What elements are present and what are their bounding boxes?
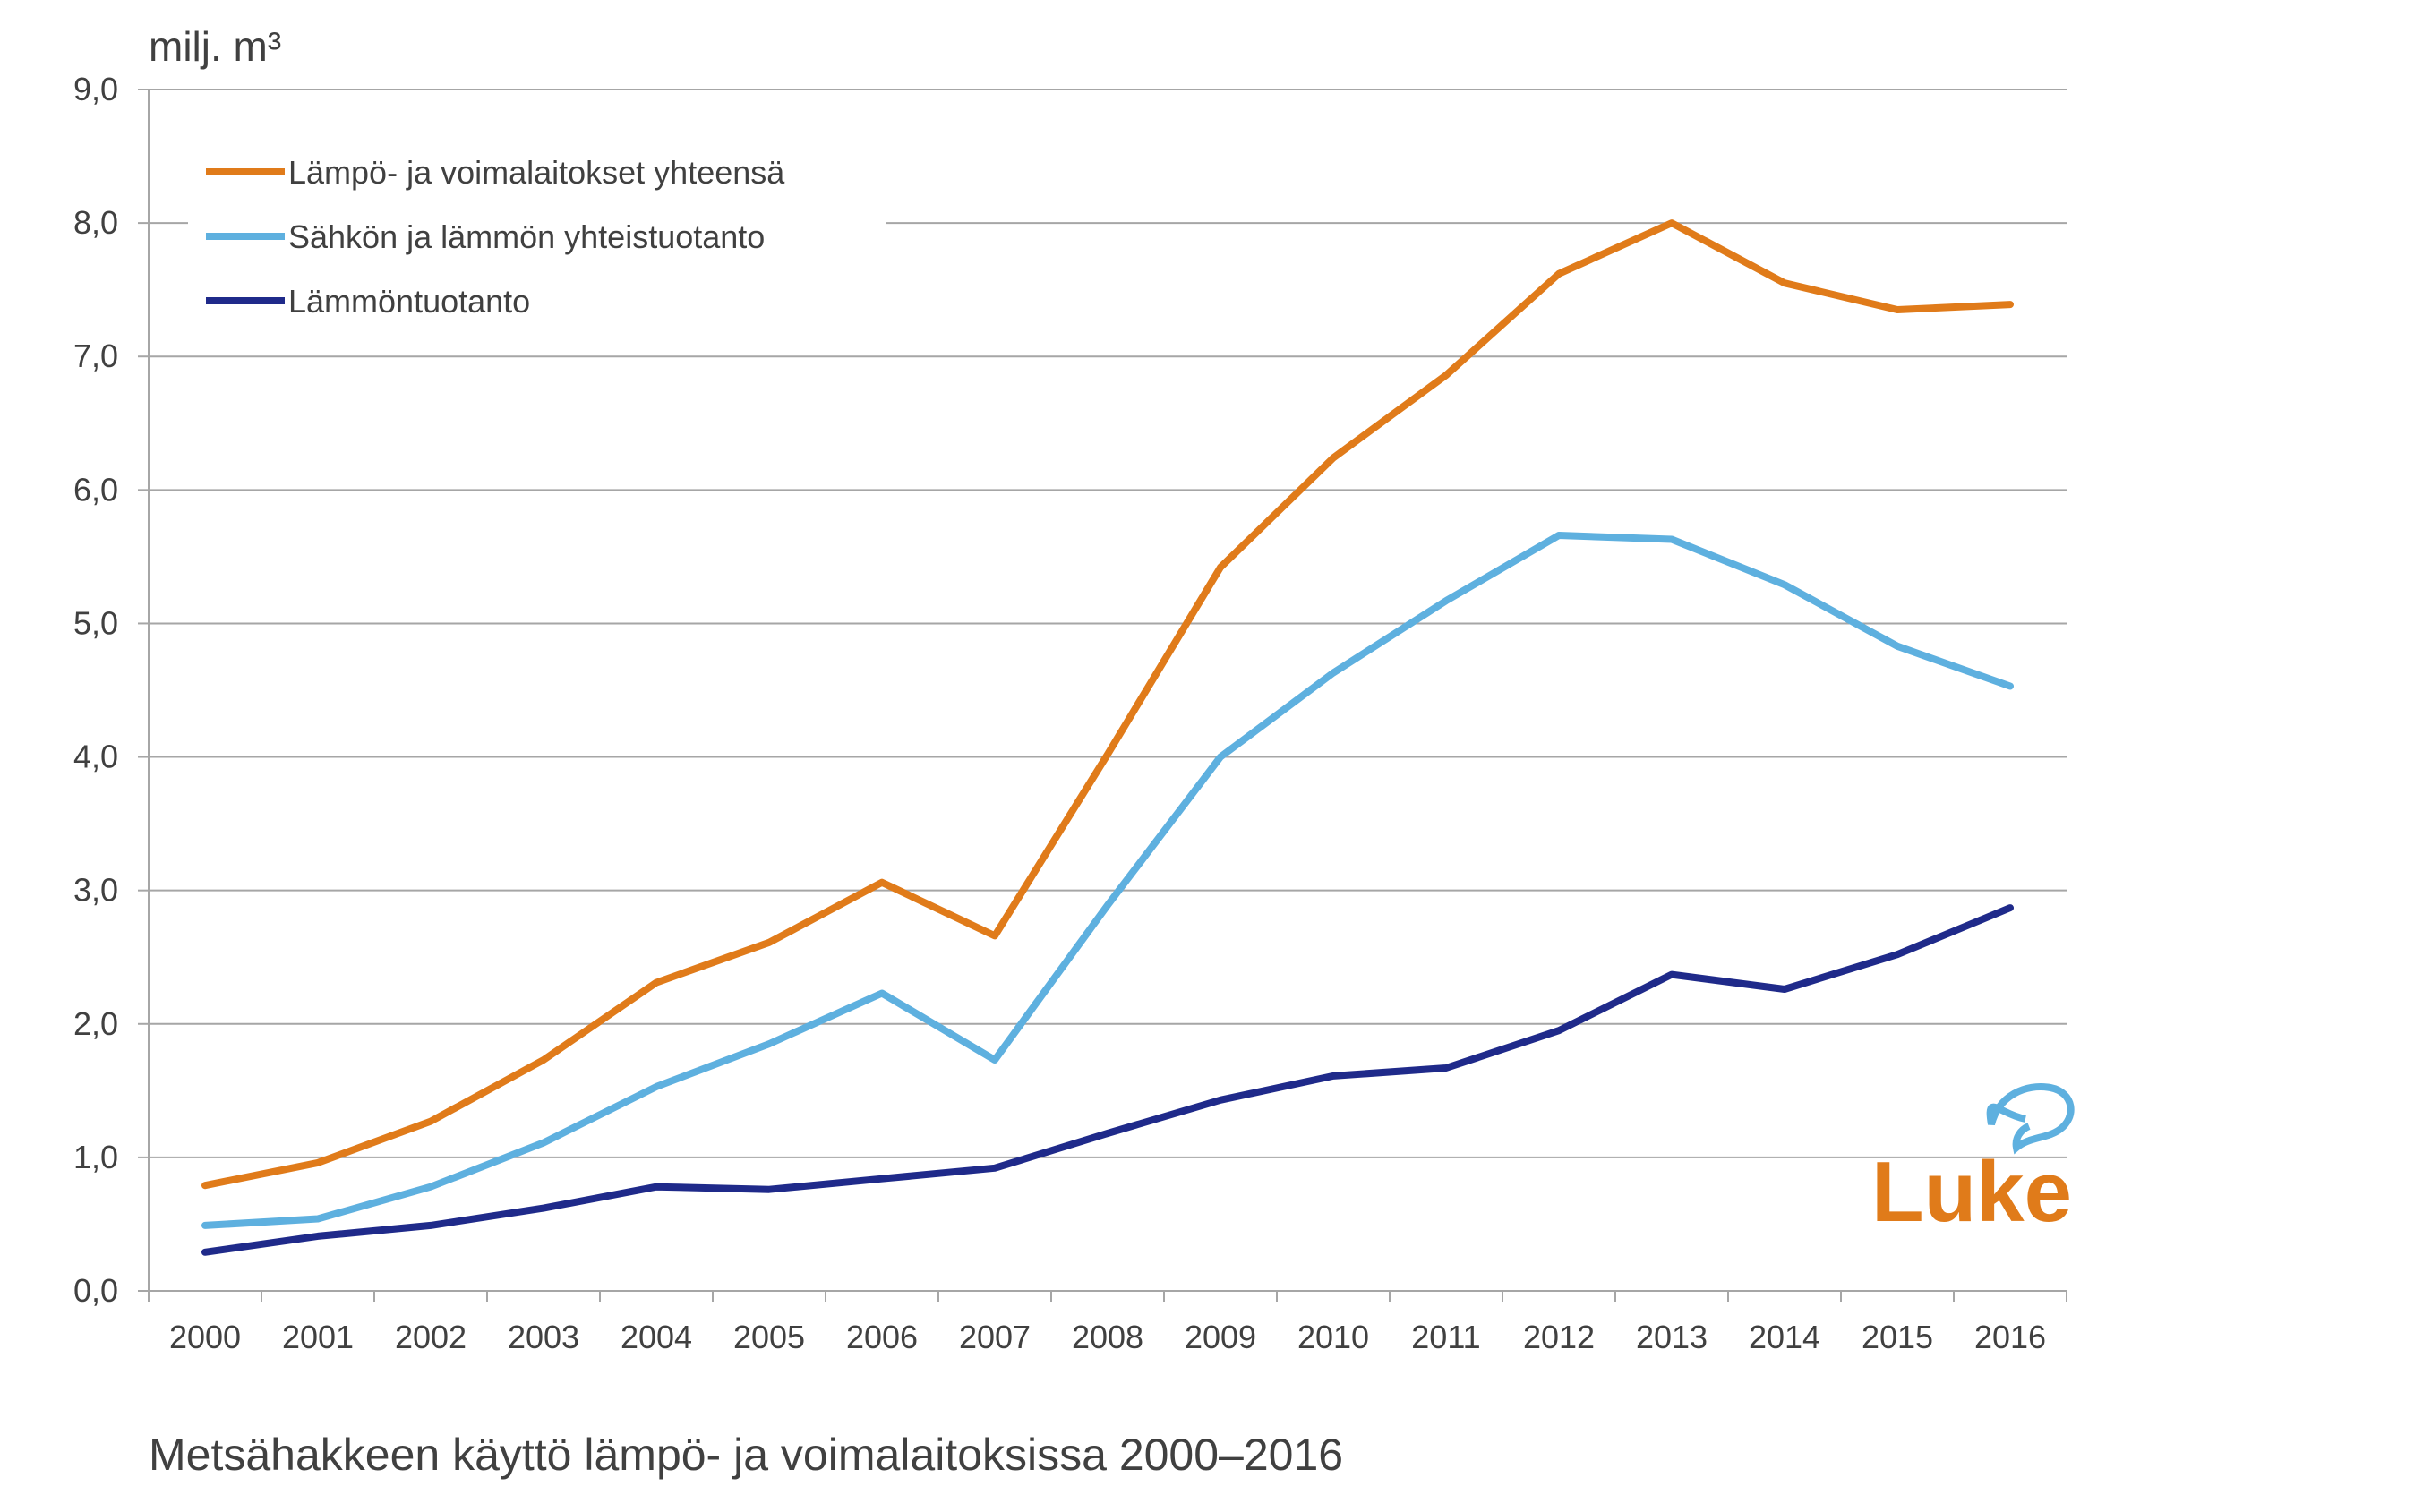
grid <box>149 89 2067 1158</box>
logo-text: Luke <box>1871 1144 2072 1240</box>
x-tick-label: 2010 <box>1297 1319 1369 1355</box>
series-line <box>201 219 2014 1190</box>
y-tick-label: 2,0 <box>73 1005 118 1042</box>
legend-label: Sähkön ja lämmön yhteistuotanto <box>288 218 765 255</box>
x-tick-label: 2015 <box>1862 1319 1933 1355</box>
x-tick-label: 2001 <box>282 1319 354 1355</box>
y-tick-label: 1,0 <box>73 1139 118 1175</box>
x-tick-label: 2013 <box>1636 1319 1708 1355</box>
luke-logo: Luke <box>1871 1083 2075 1240</box>
x-tick-label: 2007 <box>959 1319 1031 1355</box>
x-tick-label: 2002 <box>395 1319 467 1355</box>
x-tick-label: 2004 <box>621 1319 692 1355</box>
leaf-icon <box>1986 1083 2075 1155</box>
x-tick-label: 2012 <box>1523 1319 1595 1355</box>
y-tick-label: 6,0 <box>73 471 118 508</box>
y-tick-label: 0,0 <box>73 1272 118 1309</box>
series-line <box>201 532 2014 1229</box>
series-line <box>201 904 2014 1256</box>
x-tick-label: 2005 <box>733 1319 805 1355</box>
y-tick-label: 9,0 <box>73 71 118 107</box>
x-tick-label: 2009 <box>1185 1319 1256 1355</box>
y-tick-label: 4,0 <box>73 739 118 775</box>
legend-label: Lämpö- ja voimalaitokset yhteensä <box>288 154 785 191</box>
chart-caption: Metsähakkeen käyttö lämpö- ja voimalaito… <box>149 1430 1343 1480</box>
axes <box>138 89 2067 1302</box>
x-tick-labels: 2000 2001 2002 2003 2004 2005 2006 2007 2008 2009… <box>169 1319 2046 1355</box>
legend-label: Lämmöntuotanto <box>288 283 530 320</box>
y-tick-label: 7,0 <box>73 337 118 374</box>
x-tick-label: 2003 <box>508 1319 579 1355</box>
y-tick-label: 5,0 <box>73 604 118 641</box>
legend-background <box>188 132 886 340</box>
y-tick-labels: 0,0 1,0 2,0 3,0 4,0 5,0 6,0 7,0 8,0 9,0 <box>73 71 118 1309</box>
series-lines <box>201 219 2014 1256</box>
y-tick-label: 8,0 <box>73 204 118 241</box>
y-tick-label: 3,0 <box>73 872 118 909</box>
x-tick-label: 2014 <box>1749 1319 1820 1355</box>
legend: Lämpö- ja voimalaitokset yhteensä Sähkön … <box>188 132 886 340</box>
x-tick-label: 2006 <box>846 1319 918 1355</box>
y-unit-label: milj. m³ <box>149 23 281 70</box>
x-tick-label: 2008 <box>1072 1319 1143 1355</box>
x-tick-label: 2011 <box>1411 1319 1480 1355</box>
x-tick-label: 2016 <box>1974 1319 2046 1355</box>
x-tick-label: 2000 <box>169 1319 241 1355</box>
